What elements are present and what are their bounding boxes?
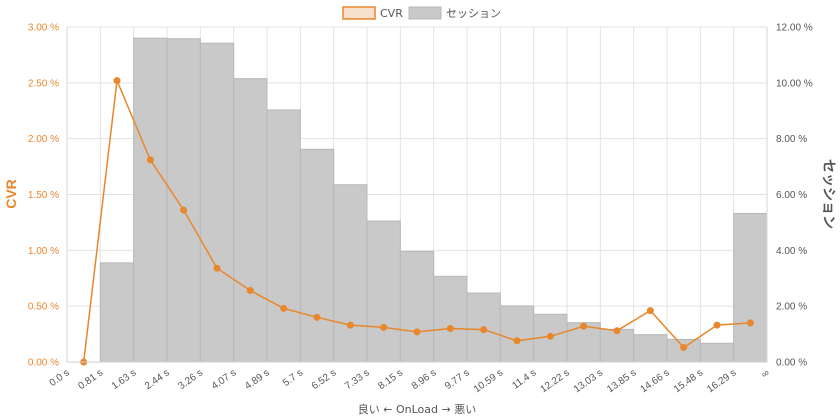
left-tick-label: 3.00 %: [28, 23, 59, 34]
cvr-point[interactable]: [180, 206, 188, 214]
session-bar[interactable]: [266, 109, 301, 363]
x-tick-label: 14.66 s: [639, 367, 672, 395]
cvr-point[interactable]: [480, 326, 488, 334]
x-tick-label: 4.89 s: [243, 367, 272, 392]
left-tick-label: 2.00 %: [28, 134, 59, 145]
right-tick-label: 4.00 %: [776, 246, 807, 257]
cvr-point[interactable]: [246, 287, 254, 295]
legend-label-cvr: CVR: [380, 7, 403, 20]
cvr-point[interactable]: [613, 327, 621, 335]
x-tick-label: 5.7 s: [281, 367, 305, 388]
session-bar[interactable]: [199, 42, 235, 363]
legend-label-sessions: セッション: [446, 7, 501, 20]
x-tick-label: 13.03 s: [572, 367, 605, 395]
session-bar[interactable]: [499, 305, 535, 363]
legend-swatch-cvr[interactable]: [342, 6, 376, 20]
x-tick-label: 13.85 s: [605, 367, 638, 395]
x-tick-label: 15.48 s: [672, 367, 705, 395]
left-tick-label: 0.00 %: [28, 358, 59, 369]
left-tick-label: 2.50 %: [28, 78, 59, 89]
cvr-point[interactable]: [580, 322, 588, 330]
session-bar[interactable]: [599, 328, 635, 363]
cvr-point[interactable]: [313, 313, 321, 321]
x-tick-label: 2.44 s: [143, 367, 172, 392]
left-axis-title: CVR: [3, 179, 19, 209]
cvr-point[interactable]: [446, 325, 454, 332]
left-tick-label: 0.50 %: [28, 302, 59, 313]
session-bar[interactable]: [99, 262, 135, 363]
cvr-point[interactable]: [413, 328, 421, 336]
legend-swatch-sessions[interactable]: [408, 6, 442, 20]
x-tick-label: 4.07 s: [210, 367, 239, 392]
right-axis-title: セッション: [820, 159, 836, 229]
session-bar[interactable]: [333, 184, 368, 363]
cvr-line-series: [80, 77, 754, 366]
x-tick-label: 9.77 s: [443, 367, 472, 392]
x-tick-label: 7.33 s: [343, 367, 372, 392]
x-tick-label: 8.15 s: [376, 367, 405, 392]
x-tick-label: 10.59 s: [472, 367, 505, 395]
session-bar[interactable]: [633, 334, 668, 363]
session-bar[interactable]: [366, 220, 401, 363]
cvr-point[interactable]: [113, 77, 121, 85]
cvr-point[interactable]: [680, 343, 688, 351]
cvr-point[interactable]: [746, 319, 754, 327]
x-tick-label: 1.63 s: [110, 367, 139, 392]
cvr-point[interactable]: [213, 264, 221, 272]
cvr-point[interactable]: [280, 304, 288, 312]
right-tick-label: 2.00 %: [776, 302, 807, 313]
x-tick-label: 6.52 s: [310, 367, 339, 392]
right-tick-label: 6.00 %: [776, 190, 807, 201]
cvr-point[interactable]: [346, 321, 354, 329]
session-bar[interactable]: [733, 212, 768, 363]
x-tick-label: 0.81 s: [76, 367, 105, 392]
cvr-point[interactable]: [513, 337, 521, 345]
cvr-point[interactable]: [146, 156, 154, 164]
x-tick-label: 16.29 s: [705, 367, 738, 395]
session-bar[interactable]: [699, 342, 735, 363]
legend: CVR セッション: [342, 6, 501, 20]
right-tick-label: 12.00 %: [776, 23, 813, 34]
cvr-point[interactable]: [713, 321, 721, 329]
session-bars: [99, 37, 768, 363]
session-bar[interactable]: [166, 38, 201, 363]
cvr-point[interactable]: [380, 323, 388, 331]
x-axis-title: 良い ← OnLoad → 悪い: [358, 402, 476, 416]
x-tick-label: 0.0 s: [48, 367, 72, 388]
left-tick-label: 1.00 %: [28, 246, 59, 257]
session-bar[interactable]: [133, 37, 168, 363]
cvr-point[interactable]: [646, 307, 654, 315]
right-tick-label: 0.00 %: [776, 358, 807, 369]
session-bar[interactable]: [433, 275, 468, 363]
right-tick-label: 8.00 %: [776, 134, 807, 145]
left-tick-label: 1.50 %: [28, 190, 59, 201]
session-bar[interactable]: [233, 78, 268, 363]
x-tick-label: 12.22 s: [539, 367, 572, 395]
x-tick-label: ∞: [760, 367, 772, 380]
session-bar[interactable]: [399, 250, 435, 363]
x-tick-label: 11.4 s: [510, 367, 538, 391]
x-tick-label: 3.26 s: [176, 367, 205, 392]
session-bar[interactable]: [299, 148, 335, 363]
x-tick-label: 8.96 s: [410, 367, 439, 392]
right-tick-label: 10.00 %: [776, 78, 813, 89]
cvr-point[interactable]: [546, 332, 554, 340]
